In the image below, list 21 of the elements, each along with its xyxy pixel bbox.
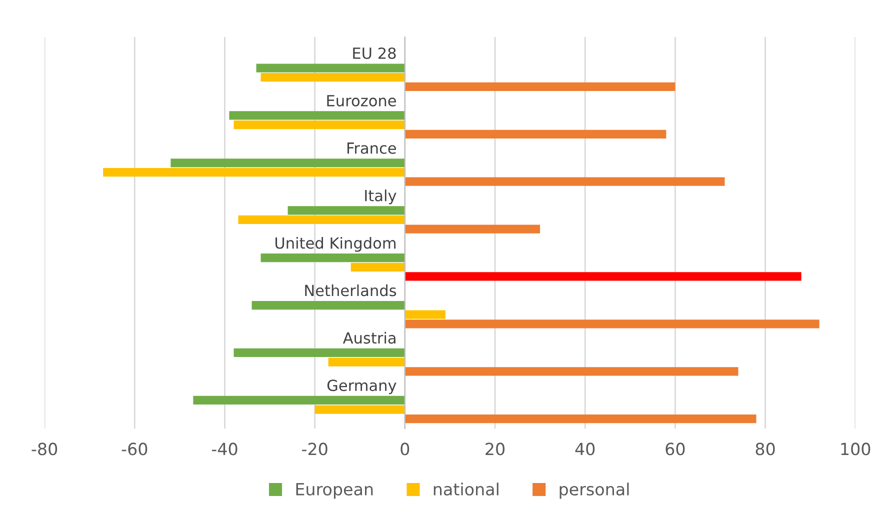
- y-tick-label: Italy: [365, 190, 396, 204]
- x-tick-label: 0: [400, 442, 410, 456]
- y-tick-label: EU 28: [353, 47, 396, 60]
- x-tick-label: 100: [841, 442, 870, 456]
- legend-label: personal: [560, 482, 629, 499]
- y-tick-label: Germany: [327, 380, 396, 394]
- x-tick-label: -40: [212, 442, 238, 456]
- x-tick-label: 60: [666, 442, 685, 456]
- x-tick-label: 80: [756, 442, 775, 456]
- x-tick-label: -80: [32, 442, 58, 456]
- x-tick-label: 40: [575, 442, 595, 456]
- y-tick-label: Austria: [342, 332, 396, 344]
- y-tick-label: United Kingdom: [276, 236, 396, 252]
- x-tick-label: 20: [486, 442, 504, 456]
- y-tick-label: France: [347, 142, 396, 154]
- legend-label: European: [296, 483, 373, 499]
- x-tick-label: -60: [122, 442, 148, 456]
- legend-label: national: [434, 482, 498, 496]
- y-tick-label: Netherlands: [305, 284, 396, 296]
- y-tick-label: Eurozone: [327, 95, 396, 106]
- x-tick-label: -20: [302, 442, 328, 456]
